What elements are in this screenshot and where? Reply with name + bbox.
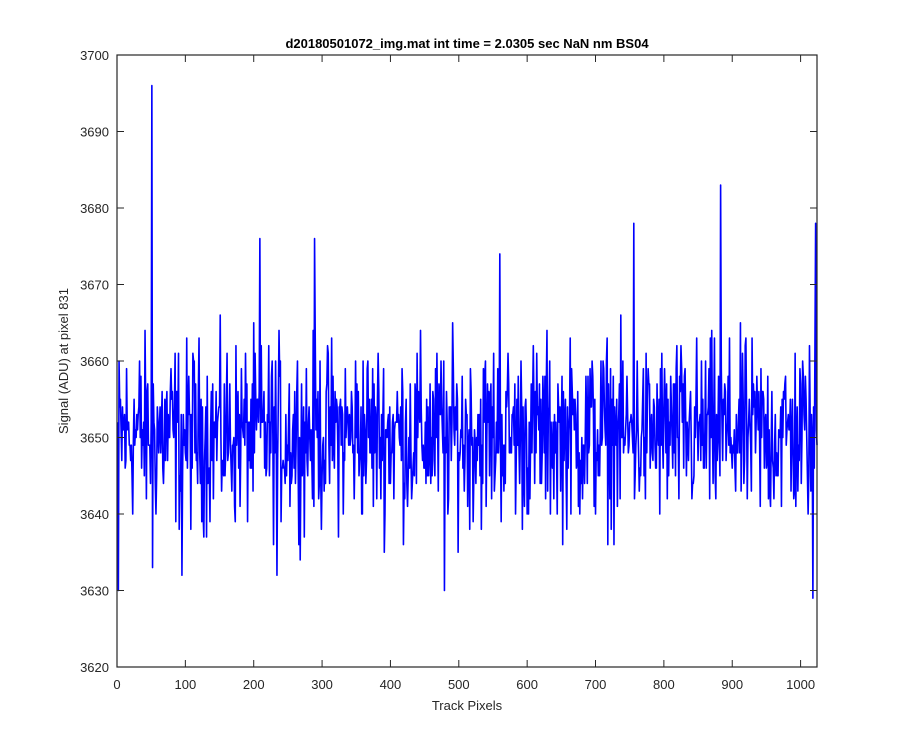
y-tick-label: 3680	[80, 201, 109, 216]
x-tick-label: 1000	[786, 677, 815, 692]
axes-layer: 0 100 200 300 400 500 600 700 800 900 1000 3620 3630…	[80, 48, 818, 692]
y-axis-label: Signal (ADU) at pixel 831	[56, 288, 71, 434]
x-tick-label: 0	[113, 677, 120, 692]
y-tick-label: 3620	[80, 660, 109, 675]
y-tick-label: 3690	[80, 125, 109, 140]
x-tick-label: 800	[653, 677, 675, 692]
x-tick-label: 400	[380, 677, 402, 692]
y-tick-label: 3630	[80, 584, 109, 599]
x-tick-label: 700	[585, 677, 607, 692]
x-tick-label: 300	[311, 677, 333, 692]
plot-area	[117, 55, 817, 667]
y-tick-label: 3640	[80, 507, 109, 522]
x-axis-label: Track Pixels	[432, 698, 503, 713]
y-tick-label: 3670	[80, 278, 109, 293]
y-tick-label: 3660	[80, 354, 109, 369]
y-tick-label: 3700	[80, 48, 109, 63]
x-tick-label: 200	[243, 677, 265, 692]
x-tick-label: 500	[448, 677, 470, 692]
chart-title: d20180501072_img.mat int time = 2.0305 s…	[285, 36, 649, 51]
x-tick-label: 600	[516, 677, 538, 692]
x-tick-label: 100	[175, 677, 197, 692]
series-layer	[116, 84, 818, 599]
y-tick-label: 3650	[80, 431, 109, 446]
x-tick-label: 900	[721, 677, 743, 692]
series-line	[116, 84, 818, 599]
